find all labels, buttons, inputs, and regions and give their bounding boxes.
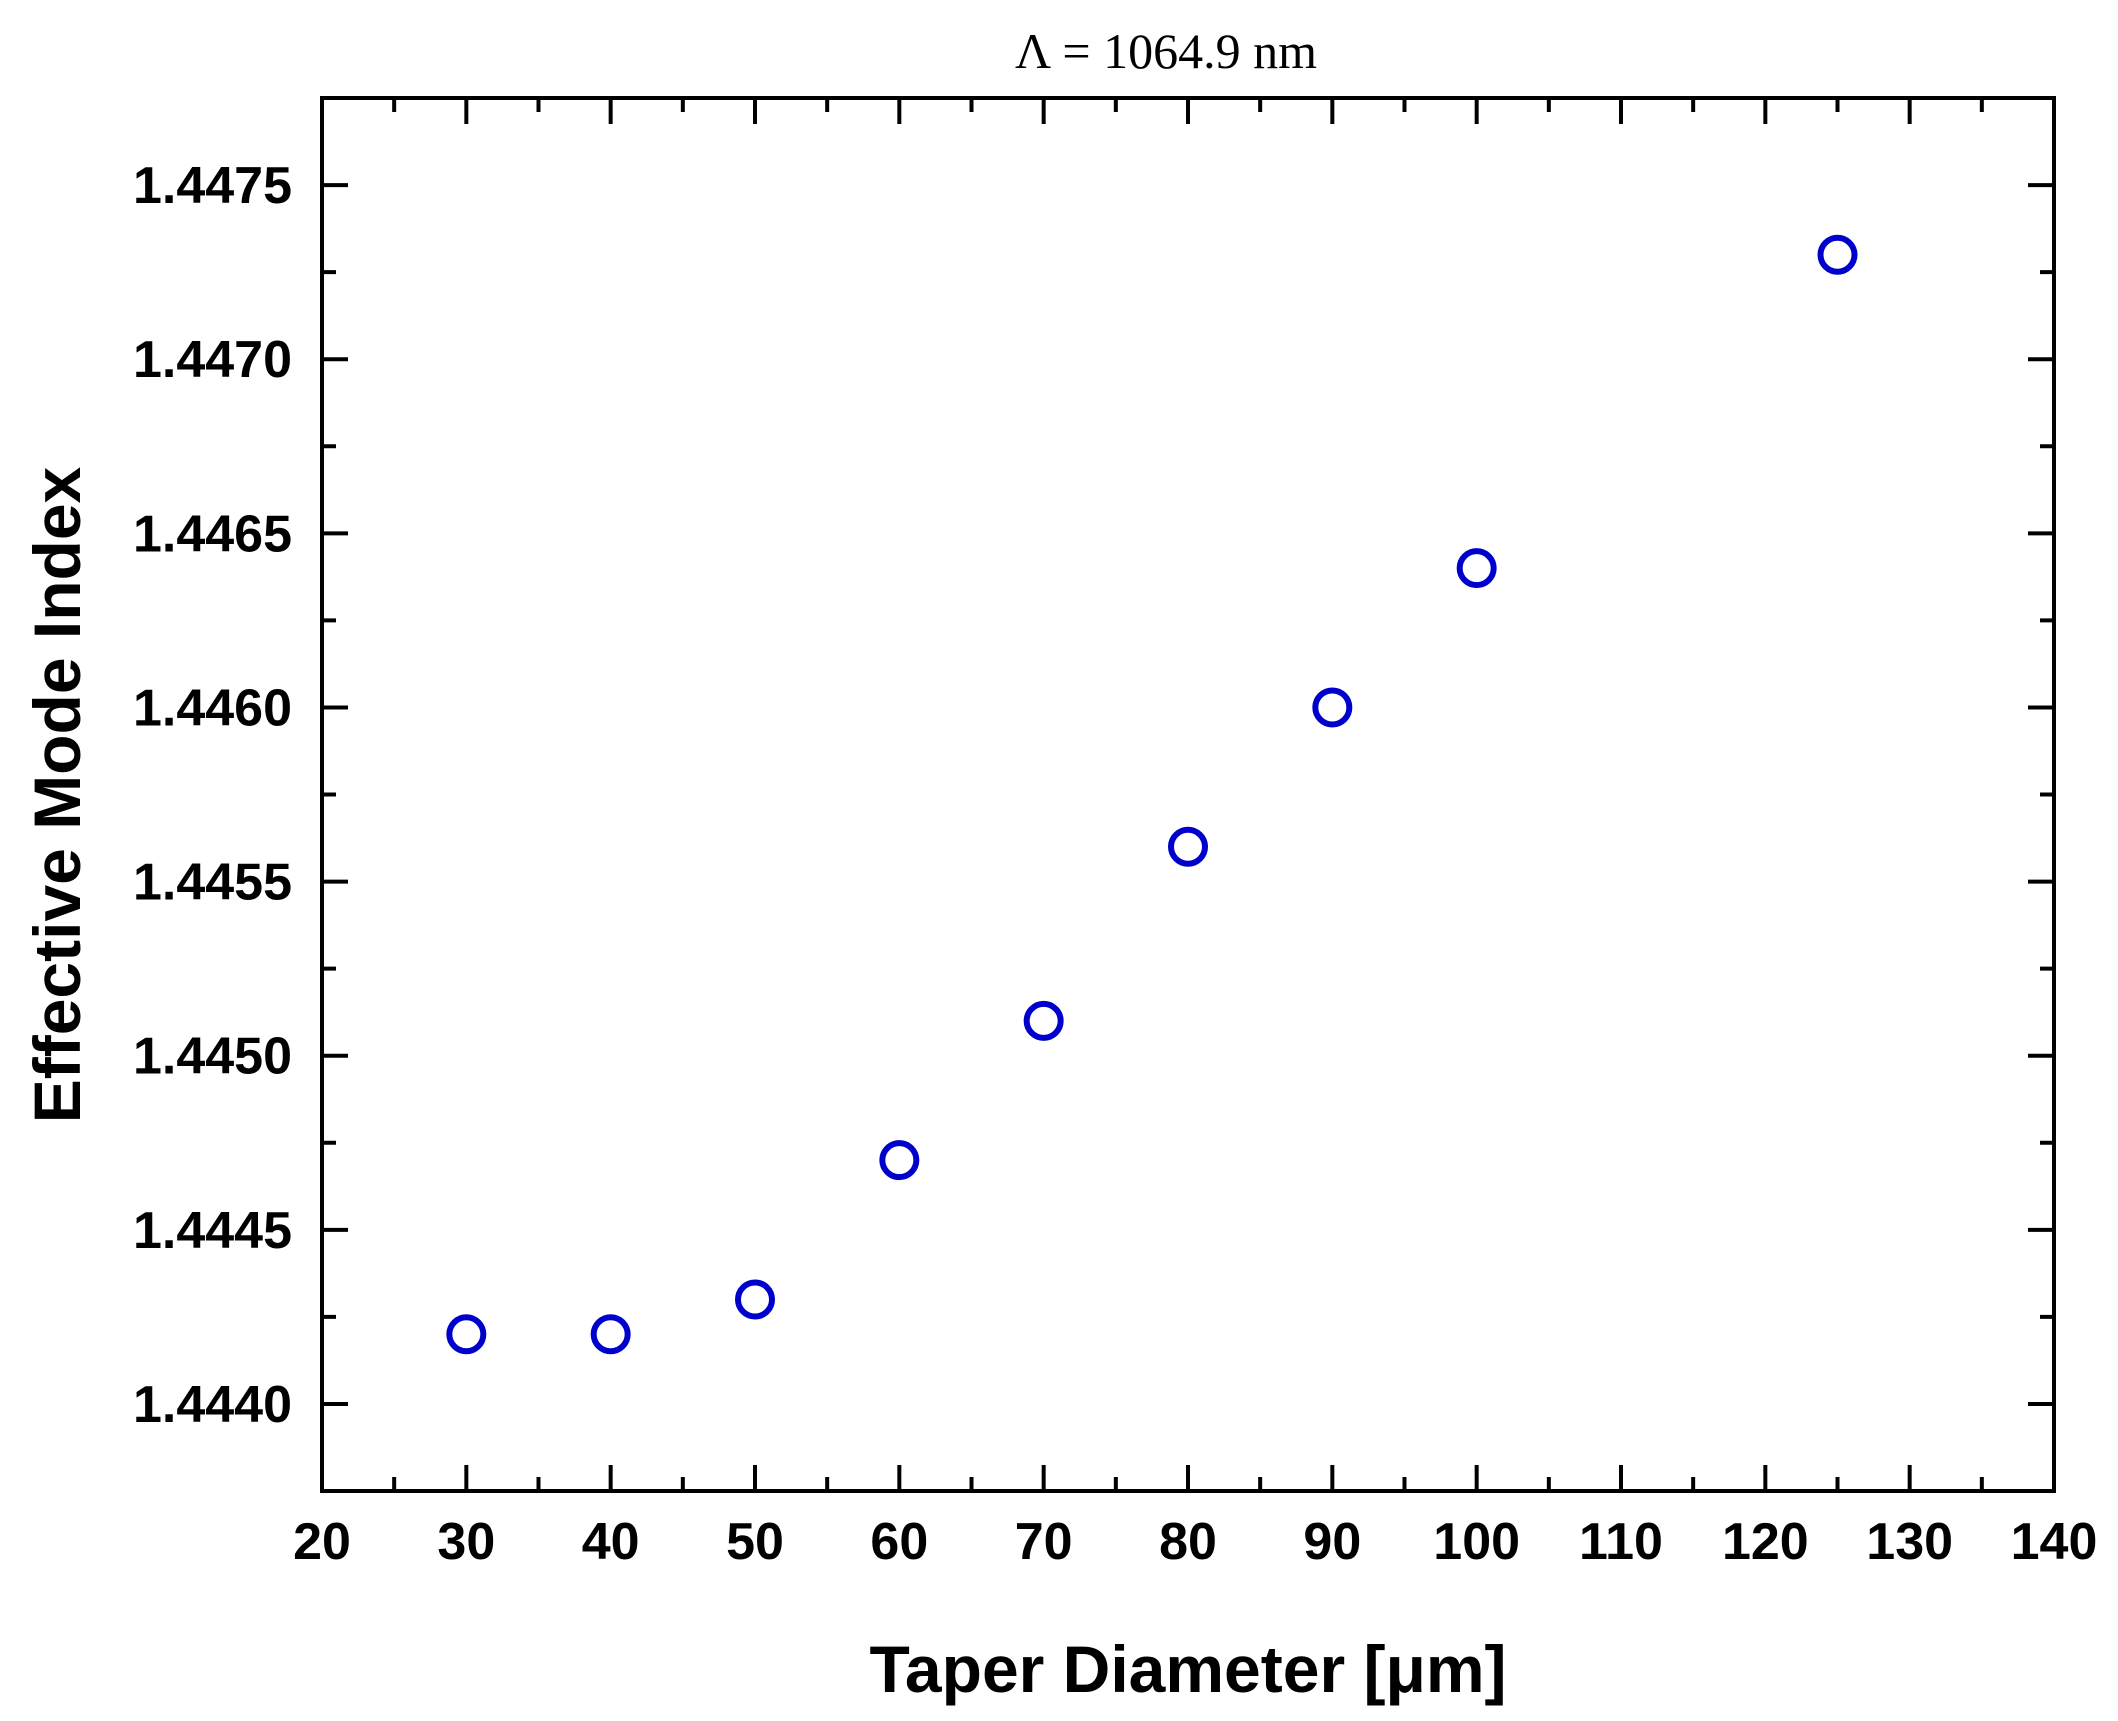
y-axis-label: Effective Mode Index [20,466,94,1123]
x-tick-label: 120 [1722,1513,1809,1571]
x-tick-labels: 20 30 40 50 60 70 80 90 100 110 120 130 140 [293,1513,2097,1571]
y-tick-label: 1.4465 [133,505,292,563]
x-tick-label: 40 [582,1513,640,1571]
data-point [1312,687,1353,728]
data-point [735,1279,775,1320]
data-point [446,1314,487,1355]
data-point [1168,826,1208,867]
data-point [1817,234,1858,275]
x-tick-label: 60 [870,1513,928,1571]
chart-title: Λ = 1064.9 nm [1015,23,1317,79]
y-tick-label: 1.4455 [133,854,292,912]
x-tick-label: 70 [1015,1513,1073,1571]
x-tick-label: 50 [726,1513,784,1571]
x-tick-label: 110 [1579,1513,1663,1571]
x-tick-label: 80 [1159,1513,1217,1571]
data-point [1456,548,1497,589]
data-points [446,234,1858,1355]
y-tick-labels: 1.4440 1.4445 1.4450 1.4455 1.4460 1.4465 1.44… [133,157,292,1434]
x-tick-label: 100 [1433,1513,1520,1571]
y-tick-label: 1.4470 [133,331,292,389]
x-tick-label: 30 [437,1513,495,1571]
x-axis-label: Taper Diameter [μm] [870,1632,1507,1706]
data-point [590,1314,631,1355]
plot-frame [320,96,2056,1493]
axis-ticks [320,96,2056,1493]
data-point [1023,1000,1064,1041]
x-tick-label: 130 [1866,1513,1953,1571]
y-tick-label: 1.4445 [133,1202,292,1260]
x-tick-label: 90 [1303,1513,1361,1571]
x-tick-label: 140 [2011,1513,2098,1571]
x-tick-label: 20 [293,1513,351,1571]
data-point [879,1140,920,1181]
y-tick-label: 1.4450 [133,1028,292,1086]
y-tick-label: 1.4475 [133,157,292,215]
y-tick-label: 1.4460 [133,679,292,737]
y-tick-label: 1.4440 [133,1376,292,1434]
